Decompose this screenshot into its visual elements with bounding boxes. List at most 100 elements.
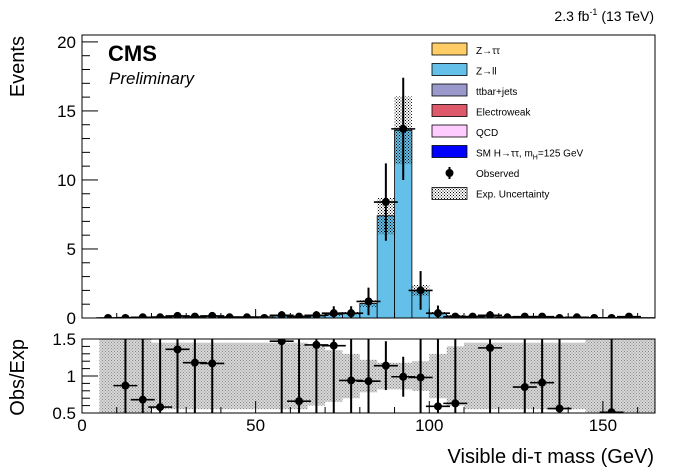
observed-point-4: [173, 311, 182, 318]
observed-point-22: [486, 311, 495, 318]
observed-point-3: [156, 313, 165, 318]
x-tick-label-1: 50: [246, 416, 265, 435]
legend-label-suffix-5: =125 GeV: [538, 149, 584, 160]
observed-point-17: [399, 124, 408, 133]
ratio-point-8: [312, 340, 321, 349]
observed-point-29: [607, 314, 616, 318]
legend-label-0: Z→ττ: [476, 46, 500, 57]
ratio-band-bin-9: [238, 342, 256, 410]
x-axis-label: Visible di-τ mass (GeV): [448, 446, 654, 468]
legend-label-2: ttbar+jets: [476, 87, 517, 98]
legend-label-4: QCD: [476, 128, 498, 139]
observed-point-2: [138, 313, 147, 318]
main-y-tick-label-3: 15: [57, 102, 76, 121]
observed-point-8: [242, 313, 251, 318]
ratio-point-3: [173, 345, 182, 354]
ratio-y-axis-label: Obs/Exp: [7, 339, 29, 416]
observed-point-30: [624, 312, 633, 318]
observed-point-6: [208, 311, 217, 318]
observed-point-19: [433, 309, 442, 318]
legend-label-text-2: ttbar+jets: [476, 87, 517, 98]
ratio-point-6: [277, 339, 286, 346]
ratio-point-14: [416, 373, 425, 382]
lumi-label: 2.3 fb-1 (13 TeV): [554, 7, 654, 24]
observed-point-12: [312, 311, 321, 318]
ratio-y-tick-label-2: 1.5: [52, 330, 76, 349]
main-observed-points: [96, 77, 641, 318]
ratio-point-9: [329, 341, 338, 350]
ratio-point-17: [486, 343, 495, 352]
ratio-point-18: [520, 383, 529, 392]
x-tick-label-0: 0: [77, 416, 86, 435]
legend-label-3: Electroweak: [476, 108, 531, 119]
ratio-point-16: [451, 399, 460, 408]
legend-label-text-5: SM H→ττ, m: [476, 149, 533, 160]
legend-uncertainty-swatch: [431, 187, 468, 200]
observed-point-9: [260, 314, 269, 318]
observed-point-13: [329, 309, 338, 318]
observed-point-1: [121, 314, 130, 318]
ratio-band-bin-31: [620, 339, 638, 413]
legend-observed-marker: [445, 169, 454, 177]
observed-point-14: [347, 309, 356, 318]
ratio-band-bin-8: [220, 342, 239, 410]
legend-swatch-2: [431, 83, 468, 97]
legend-label-text-1: Z→ll: [476, 67, 497, 78]
ratio-point-15: [433, 402, 442, 411]
ratio-point-10: [347, 376, 356, 385]
observed-point-18: [416, 286, 425, 295]
legend-swatch-1: [431, 63, 468, 76]
legend-swatch-3: [431, 104, 468, 117]
ratio-uncertainty-band: [99, 339, 655, 413]
ratio-y-tick-label-0: 0.5: [52, 404, 76, 423]
ratio-point-11: [364, 377, 373, 386]
main-frame: [81, 34, 656, 319]
ratio-band-bin-22: [464, 342, 482, 410]
main-y-tick-label-2: 10: [57, 171, 76, 190]
legend-uncertainty-label: Exp. Uncertainty: [476, 190, 549, 201]
legend-observed-label: Observed: [476, 169, 519, 180]
observed-point-11: [295, 312, 304, 318]
ratio-band-bin-24: [498, 342, 517, 410]
ratio-point-5: [208, 359, 217, 368]
ratio-point-12: [381, 361, 390, 370]
ratio-band-bin-28: [568, 342, 586, 410]
observed-point-24: [520, 312, 529, 318]
legend-label-sub-5: H: [533, 155, 538, 162]
ratio-band-bin-10: [255, 342, 273, 410]
observed-point-16: [381, 198, 390, 207]
ratio-point-1: [138, 395, 147, 404]
main-y-tick-label-4: 20: [57, 33, 76, 52]
x-tick-label-3: 150: [589, 416, 617, 435]
legend-swatch-5: [431, 145, 468, 158]
ratio-axes: 0.5 1 1.5 0 50 100 150: [52, 330, 639, 435]
legend-swatch-0: [431, 42, 468, 56]
preliminary-label: Preliminary: [109, 69, 196, 88]
observed-point-21: [468, 312, 477, 318]
legend-swatch-4: [431, 124, 468, 138]
observed-point-25: [538, 312, 547, 318]
ratio-observed-points: [113, 339, 624, 413]
ratio-point-19: [538, 378, 547, 387]
legend-label-text-3: Electroweak: [476, 108, 531, 119]
main-y-tick-label-0: 0: [67, 309, 76, 328]
ratio-point-2: [156, 403, 165, 412]
legend-label-text-4: QCD: [476, 128, 498, 139]
ratio-band-bin-29: [585, 339, 603, 413]
ratio-point-21: [607, 408, 616, 413]
main-y-axis-label: Events: [7, 36, 29, 97]
ratio-band-bin-32: [637, 339, 655, 413]
observed-point-10: [277, 311, 286, 318]
ratio-point-4: [190, 358, 199, 367]
cms-label: CMS: [108, 41, 157, 66]
main-axes: 0 5 10 15 20: [57, 33, 639, 328]
ratio-band-bin-1: [99, 339, 117, 413]
legend-label-text-0: Z→ττ: [476, 46, 500, 57]
observed-point-26: [555, 314, 564, 318]
observed-point-20: [451, 312, 460, 318]
ratio-y-tick-label-1: 1: [67, 367, 76, 386]
ratio-point-13: [399, 372, 408, 381]
ratio-point-20: [555, 404, 564, 413]
observed-point-15: [364, 297, 373, 306]
